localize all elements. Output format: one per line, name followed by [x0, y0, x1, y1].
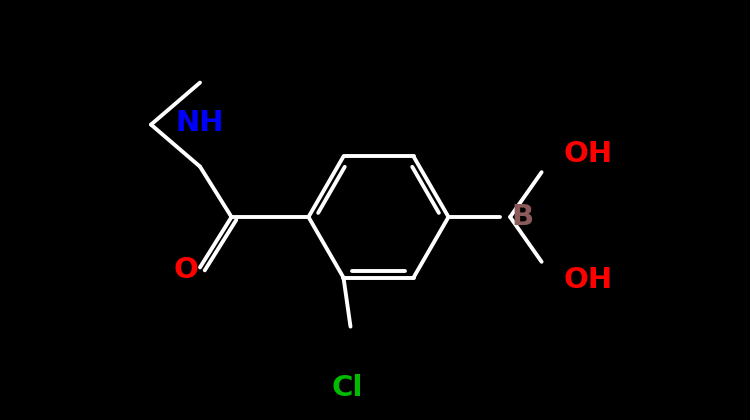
Text: O: O — [173, 255, 199, 284]
Text: OH: OH — [564, 140, 613, 168]
Text: NH: NH — [176, 108, 224, 136]
Text: OH: OH — [564, 266, 613, 294]
Text: Cl: Cl — [332, 375, 363, 402]
Text: B: B — [511, 203, 533, 231]
